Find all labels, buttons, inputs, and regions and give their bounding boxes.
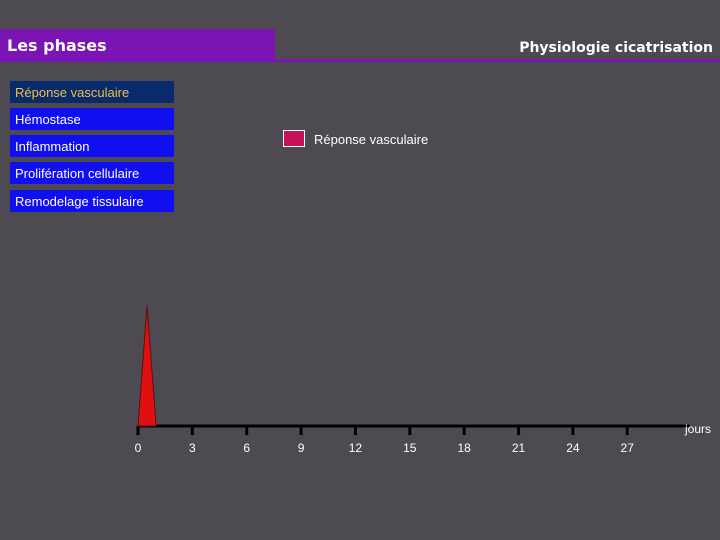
x-tick-label: 15 (403, 441, 417, 455)
x-tick-label: 0 (135, 441, 142, 455)
phase-inflammation[interactable]: Inflammation (10, 135, 174, 157)
series-area (137, 305, 157, 427)
page-title: Physiologie cicatrisation (519, 40, 713, 56)
legend-label: Réponse vasculaire (314, 132, 429, 147)
x-tick-label: 21 (512, 441, 526, 455)
x-tick-label: 9 (298, 441, 305, 455)
section-title-bar (0, 29, 275, 61)
x-tick-label: 18 (457, 441, 471, 455)
x-tick-label: 12 (349, 441, 363, 455)
phase-reponse-vasculaire[interactable]: Réponse vasculaire (10, 81, 174, 103)
phase-proliferation-cellulaire[interactable]: Prolifération cellulaire (10, 162, 174, 184)
phase-remodelage-tissulaire[interactable]: Remodelage tissulaire (10, 190, 174, 212)
header-divider (0, 59, 720, 62)
x-tick-label: 6 (243, 441, 250, 455)
phase-hemostase[interactable]: Hémostase (10, 108, 174, 130)
section-title: Les phases (7, 36, 107, 55)
legend-swatch (283, 130, 305, 147)
x-tick-label: 24 (566, 441, 580, 455)
x-tick-label: 27 (621, 441, 635, 455)
x-axis-label: jours (684, 422, 711, 436)
x-tick-label: 3 (189, 441, 196, 455)
